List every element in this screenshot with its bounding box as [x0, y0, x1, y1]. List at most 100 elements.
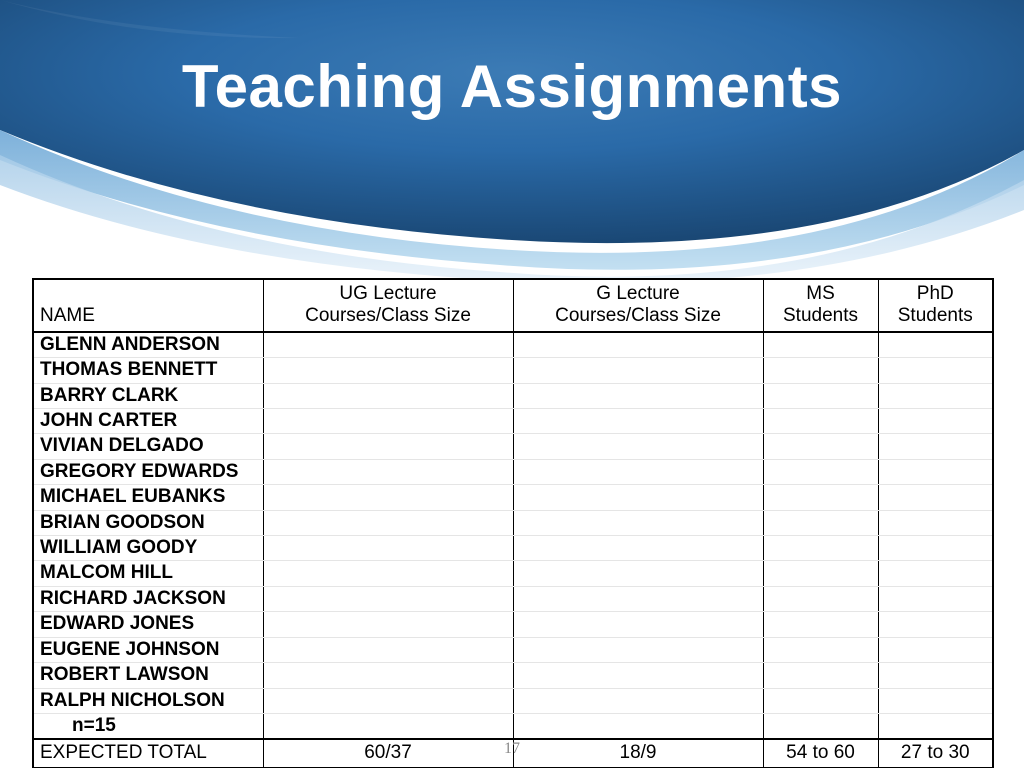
empty-cell [878, 637, 993, 662]
table-row: EUGENE JOHNSON [33, 637, 993, 662]
empty-cell [263, 434, 513, 459]
table-row: GREGORY EDWARDS [33, 459, 993, 484]
table-row: ROBERT LAWSON [33, 663, 993, 688]
page-number: 17 [0, 740, 1024, 758]
table-row: BRIAN GOODSON [33, 510, 993, 535]
empty-cell [763, 663, 878, 688]
empty-cell [878, 485, 993, 510]
empty-cell [263, 637, 513, 662]
empty-cell [263, 383, 513, 408]
empty-cell [513, 586, 763, 611]
assignments-table: NAME UG LectureCourses/Class Size G Lect… [32, 278, 994, 768]
empty-cell [513, 713, 763, 739]
empty-cell [263, 358, 513, 383]
empty-cell [513, 383, 763, 408]
empty-cell [263, 510, 513, 535]
empty-cell [878, 358, 993, 383]
empty-cell [263, 536, 513, 561]
empty-cell [263, 409, 513, 434]
empty-cell [763, 459, 878, 484]
table-row: RALPH NICHOLSON [33, 688, 993, 713]
empty-cell [763, 688, 878, 713]
empty-cell [763, 586, 878, 611]
empty-cell [763, 485, 878, 510]
name-cell: MICHAEL EUBANKS [33, 485, 263, 510]
empty-cell [878, 561, 993, 586]
table-row: EDWARD JONES [33, 612, 993, 637]
name-cell: MALCOM HILL [33, 561, 263, 586]
empty-cell [878, 332, 993, 358]
empty-cell [878, 663, 993, 688]
col-header-name: NAME [33, 279, 263, 332]
name-cell: GLENN ANDERSON [33, 332, 263, 358]
empty-cell [878, 510, 993, 535]
empty-cell [763, 434, 878, 459]
name-cell: RICHARD JACKSON [33, 586, 263, 611]
empty-cell [763, 383, 878, 408]
name-cell: EUGENE JOHNSON [33, 637, 263, 662]
name-cell: JOHN CARTER [33, 409, 263, 434]
table-header-row: NAME UG LectureCourses/Class Size G Lect… [33, 279, 993, 332]
empty-cell [878, 536, 993, 561]
empty-cell [263, 663, 513, 688]
empty-cell [878, 409, 993, 434]
empty-cell [263, 459, 513, 484]
empty-cell [513, 663, 763, 688]
empty-cell [513, 510, 763, 535]
empty-cell [878, 459, 993, 484]
empty-cell [763, 713, 878, 739]
banner-swoosh [0, 0, 1024, 280]
empty-cell [263, 485, 513, 510]
slide: Teaching Assignments NAME UG LectureCour… [0, 0, 1024, 768]
name-cell: VIVIAN DELGADO [33, 434, 263, 459]
table-row: GLENN ANDERSON [33, 332, 993, 358]
empty-cell [763, 561, 878, 586]
table-row: RICHARD JACKSON [33, 586, 993, 611]
count-row: n=15 [33, 713, 993, 739]
empty-cell [263, 586, 513, 611]
name-cell: GREGORY EDWARDS [33, 459, 263, 484]
empty-cell [878, 383, 993, 408]
empty-cell [878, 586, 993, 611]
col-header-g: G LectureCourses/Class Size [513, 279, 763, 332]
name-cell: EDWARD JONES [33, 612, 263, 637]
empty-cell [513, 561, 763, 586]
empty-cell [263, 332, 513, 358]
table-row: MICHAEL EUBANKS [33, 485, 993, 510]
table-row: WILLIAM GOODY [33, 536, 993, 561]
empty-cell [878, 612, 993, 637]
table-row: BARRY CLARK [33, 383, 993, 408]
empty-cell [878, 688, 993, 713]
empty-cell [763, 510, 878, 535]
empty-cell [263, 561, 513, 586]
assignments-table-container: NAME UG LectureCourses/Class Size G Lect… [32, 278, 992, 768]
empty-cell [263, 713, 513, 739]
empty-cell [513, 332, 763, 358]
col-header-phd: PhDStudents [878, 279, 993, 332]
empty-cell [513, 485, 763, 510]
name-cell: BRIAN GOODSON [33, 510, 263, 535]
table-row: MALCOM HILL [33, 561, 993, 586]
empty-cell [263, 612, 513, 637]
name-cell: BARRY CLARK [33, 383, 263, 408]
empty-cell [763, 612, 878, 637]
slide-title: Teaching Assignments [0, 52, 1024, 121]
empty-cell [513, 434, 763, 459]
empty-cell [513, 637, 763, 662]
empty-cell [763, 637, 878, 662]
table-row: JOHN CARTER [33, 409, 993, 434]
empty-cell [513, 612, 763, 637]
empty-cell [878, 434, 993, 459]
empty-cell [513, 688, 763, 713]
empty-cell [763, 409, 878, 434]
empty-cell [513, 358, 763, 383]
empty-cell [763, 358, 878, 383]
name-cell: ROBERT LAWSON [33, 663, 263, 688]
col-header-ms: MSStudents [763, 279, 878, 332]
empty-cell [263, 688, 513, 713]
empty-cell [513, 536, 763, 561]
name-cell: WILLIAM GOODY [33, 536, 263, 561]
table-row: THOMAS BENNETT [33, 358, 993, 383]
name-cell: RALPH NICHOLSON [33, 688, 263, 713]
col-header-ug: UG LectureCourses/Class Size [263, 279, 513, 332]
